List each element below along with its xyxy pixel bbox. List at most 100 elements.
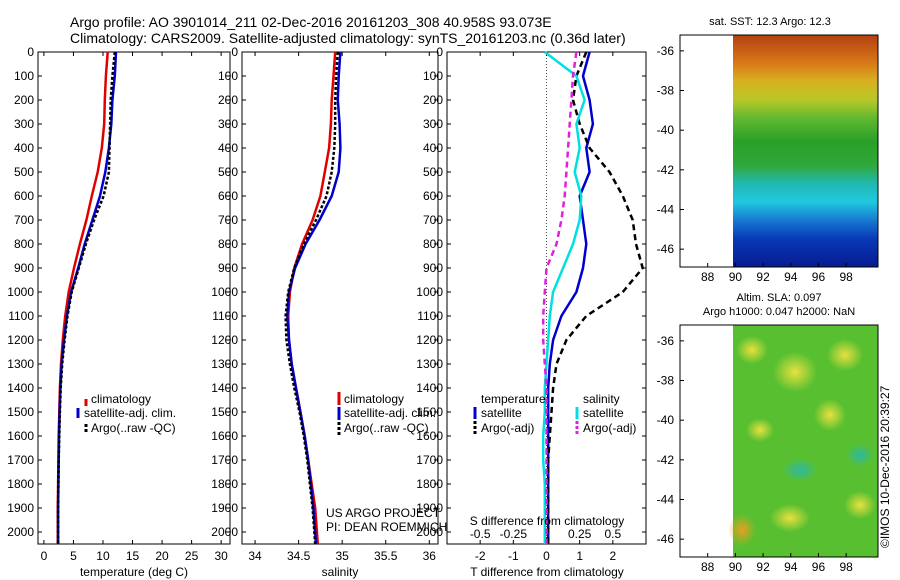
difference-profile-panel: 0100200300400500600700800900100011001200… bbox=[416, 45, 647, 579]
lat-tick-label: -36 bbox=[657, 44, 675, 58]
depth-tick-label: 100 bbox=[423, 69, 443, 83]
x-tick-label: 34 bbox=[248, 549, 262, 563]
series-line-argo-raw-qc- bbox=[56, 51, 117, 544]
lon-tick-label: 98 bbox=[839, 560, 853, 574]
depth-tick-label: 200 bbox=[423, 93, 443, 107]
depth-tick-label: 500 bbox=[423, 165, 443, 179]
lat-tick-label: -40 bbox=[657, 123, 675, 137]
sst-map-title: sat. SST: 12.3 Argo: 12.3 bbox=[709, 16, 831, 28]
depth-tick-label: 1900 bbox=[211, 501, 238, 515]
s-tick-label: -0.5 bbox=[470, 527, 491, 541]
sla-map-lon-axis: 88 90 92 94 96 98 bbox=[701, 553, 853, 574]
s-tick-label: 0.5 bbox=[604, 527, 621, 541]
depth-tick-label: 1200 bbox=[416, 333, 443, 347]
depth-tick-label: 500 bbox=[14, 165, 34, 179]
salinity-depth-axis: 0 100 200 300 400 500 600 700 800 900 1000 1100 1200… bbox=[211, 45, 438, 539]
depth-tick-label: 1300 bbox=[7, 357, 34, 371]
s-tick-label: -0.25 bbox=[500, 527, 528, 541]
depth-tick-label: 1000 bbox=[7, 285, 34, 299]
legend-temp-satellite-label: satellite bbox=[481, 406, 522, 420]
depth-tick-label: 1500 bbox=[211, 405, 238, 419]
x-tick-label: 35 bbox=[335, 549, 349, 563]
lon-tick-label: 90 bbox=[729, 560, 743, 574]
temperature-profile-lines bbox=[56, 51, 118, 544]
salinity-x-axis: 34 34.5 35 35.5 36 bbox=[248, 52, 436, 563]
x-tick-label: -1 bbox=[508, 549, 519, 563]
depth-tick-label: 1000 bbox=[416, 285, 443, 299]
depth-tick-label: 600 bbox=[218, 189, 238, 203]
temperature-legend: climatology satellite-adj. clim. Argo(..… bbox=[76, 392, 176, 435]
depth-tick-label: 1200 bbox=[7, 333, 34, 347]
depth-tick-label: 1100 bbox=[417, 309, 443, 323]
depth-tick-label: 700 bbox=[14, 213, 34, 227]
depth-tick-label: 600 bbox=[423, 189, 443, 203]
series-line-salinity-satellite bbox=[541, 51, 586, 544]
depth-tick-label: 100 bbox=[14, 69, 34, 83]
lat-tick-label: -38 bbox=[657, 84, 675, 98]
lon-tick-label: 94 bbox=[784, 270, 798, 284]
lat-tick-label: -46 bbox=[657, 532, 675, 546]
depth-tick-label: 1100 bbox=[212, 309, 238, 323]
x-tick-label: 15 bbox=[126, 549, 140, 563]
x-tick-label: 0 bbox=[41, 549, 48, 563]
depth-tick-label: 1300 bbox=[416, 357, 443, 371]
difference-legend: temperature salinity satellite Argo(-adj… bbox=[473, 392, 636, 435]
x-tick-label: -2 bbox=[475, 549, 486, 563]
x-tick-label: 36 bbox=[423, 549, 437, 563]
lat-tick-label: -42 bbox=[657, 163, 675, 177]
x-tick-label: 0 bbox=[543, 549, 550, 563]
legend-satellite-label: satellite-adj. clim. bbox=[344, 406, 436, 420]
lon-tick-label: 94 bbox=[784, 560, 798, 574]
depth-tick-label: 1300 bbox=[211, 357, 238, 371]
legend-temperature-heading: temperature bbox=[481, 392, 546, 406]
project-name: US ARGO PROJECT bbox=[326, 506, 441, 520]
figure-title-line1: Argo profile: AO 3901014_211 02-Dec-2016… bbox=[70, 14, 552, 30]
sst-map-panel: -36 -38 -40 -42 -44 -46 88 90 92 94 96 98 sat. SST… bbox=[657, 16, 879, 284]
sst-map-lon-axis: 88 90 92 94 96 98 bbox=[701, 263, 853, 284]
series-line-argo-raw-qc- bbox=[284, 51, 340, 545]
figure-title-line2: Climatology: CARS2009. Satellite-adjuste… bbox=[70, 30, 626, 46]
depth-tick-label: 300 bbox=[14, 117, 34, 131]
lat-tick-label: -40 bbox=[657, 413, 675, 427]
depth-tick-label: 1900 bbox=[7, 501, 34, 515]
lon-tick-label: 98 bbox=[839, 270, 853, 284]
sst-map-field bbox=[733, 35, 878, 267]
temperature-depth-axis: 0 100 200 300 400 500 600 700 800 900 1000 1100 1200… bbox=[7, 45, 230, 539]
lat-tick-label: -42 bbox=[657, 453, 675, 467]
depth-tick-label: 1900 bbox=[416, 501, 443, 515]
lon-tick-label: 92 bbox=[756, 560, 770, 574]
lon-tick-label: 88 bbox=[701, 560, 715, 574]
legend-sal-argo-label: Argo(-adj) bbox=[583, 421, 636, 435]
lon-tick-label: 88 bbox=[701, 270, 715, 284]
lat-tick-label: -44 bbox=[657, 492, 675, 506]
difference-x-axis: -2 -1 0 1 2-0.5 -0.25 0 0.25 0.5 bbox=[470, 52, 621, 563]
depth-tick-label: 1400 bbox=[211, 381, 238, 395]
difference-depth-axis: 0 100 200 300 400 500 600 700 800 900 1000 1100 1200… bbox=[416, 45, 646, 539]
sla-map-lat-axis: -36 -38 -40 -42 -44 -46 bbox=[657, 334, 684, 546]
depth-tick-label: 1800 bbox=[7, 477, 34, 491]
series-line-temperature-argo-adj- bbox=[546, 51, 644, 544]
imos-timestamp: ©IMOS 10-Dec-2016 20:39:27 bbox=[878, 385, 892, 548]
depth-tick-label: 700 bbox=[423, 213, 443, 227]
depth-tick-label: 1600 bbox=[7, 429, 34, 443]
sla-map-anomalies bbox=[728, 336, 876, 546]
depth-tick-label: 500 bbox=[218, 165, 238, 179]
temperature-x-axis: 0 5 10 15 20 25 30 bbox=[41, 52, 228, 563]
legend-salinity-heading: salinity bbox=[583, 392, 620, 406]
temperature-axis-label: temperature (deg C) bbox=[80, 565, 188, 579]
depth-tick-label: 1600 bbox=[416, 429, 443, 443]
depth-tick-label: 1100 bbox=[8, 309, 34, 323]
depth-tick-label: 300 bbox=[218, 117, 238, 131]
depth-tick-label: 1000 bbox=[211, 285, 238, 299]
depth-tick-label: 1400 bbox=[7, 381, 34, 395]
x-tick-label: 30 bbox=[214, 549, 228, 563]
lon-tick-label: 96 bbox=[812, 560, 826, 574]
legend-temp-argo-label: Argo(-adj) bbox=[481, 421, 534, 435]
salinity-profile-panel: 0100200300400500600700800900100011001200… bbox=[211, 45, 447, 579]
depth-tick-label: 1400 bbox=[416, 381, 443, 395]
x-tick-label: 35.5 bbox=[374, 549, 398, 563]
lon-tick-label: 96 bbox=[812, 270, 826, 284]
difference-profile-lines bbox=[541, 51, 644, 544]
x-tick-label: 2 bbox=[609, 549, 616, 563]
